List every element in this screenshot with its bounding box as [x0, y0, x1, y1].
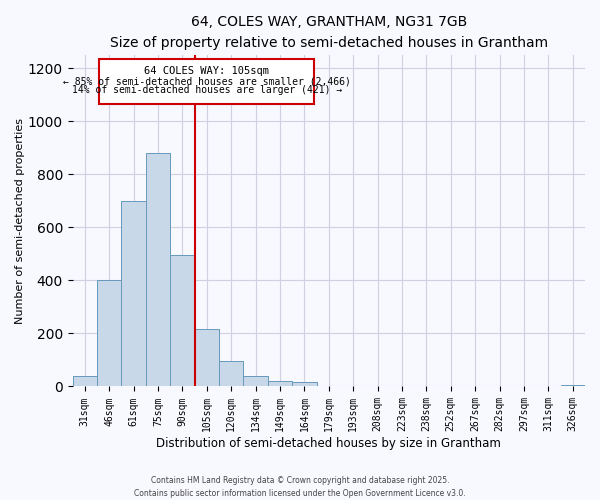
- Bar: [219, 362, 244, 386]
- FancyBboxPatch shape: [100, 59, 314, 104]
- Bar: [244, 376, 268, 386]
- X-axis label: Distribution of semi-detached houses by size in Grantham: Distribution of semi-detached houses by …: [157, 437, 501, 450]
- Bar: [121, 201, 146, 386]
- Title: 64, COLES WAY, GRANTHAM, NG31 7GB
Size of property relative to semi-detached hou: 64, COLES WAY, GRANTHAM, NG31 7GB Size o…: [110, 15, 548, 50]
- Bar: [194, 330, 219, 386]
- Bar: [97, 280, 121, 386]
- Bar: [268, 381, 292, 386]
- Text: Contains HM Land Registry data © Crown copyright and database right 2025.
Contai: Contains HM Land Registry data © Crown c…: [134, 476, 466, 498]
- Text: 14% of semi-detached houses are larger (421) →: 14% of semi-detached houses are larger (…: [71, 85, 342, 95]
- Y-axis label: Number of semi-detached properties: Number of semi-detached properties: [15, 118, 25, 324]
- Text: ← 85% of semi-detached houses are smaller (2,466): ← 85% of semi-detached houses are smalle…: [63, 76, 351, 86]
- Bar: [560, 385, 585, 386]
- Bar: [170, 255, 194, 386]
- Bar: [73, 376, 97, 386]
- Text: 64 COLES WAY: 105sqm: 64 COLES WAY: 105sqm: [145, 66, 269, 76]
- Bar: [292, 382, 317, 386]
- Bar: [146, 153, 170, 386]
